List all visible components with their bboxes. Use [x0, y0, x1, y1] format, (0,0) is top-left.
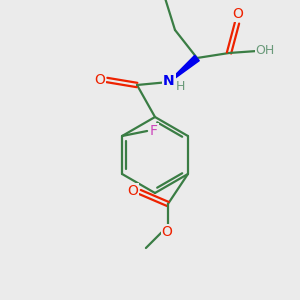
Polygon shape	[169, 55, 199, 82]
Text: O: O	[232, 7, 243, 21]
Text: O: O	[161, 225, 172, 239]
Text: O: O	[94, 73, 105, 87]
Text: N: N	[163, 74, 175, 88]
Text: H: H	[175, 80, 185, 94]
Text: F: F	[150, 124, 158, 138]
Text: O: O	[128, 184, 138, 198]
Text: OH: OH	[255, 44, 274, 56]
